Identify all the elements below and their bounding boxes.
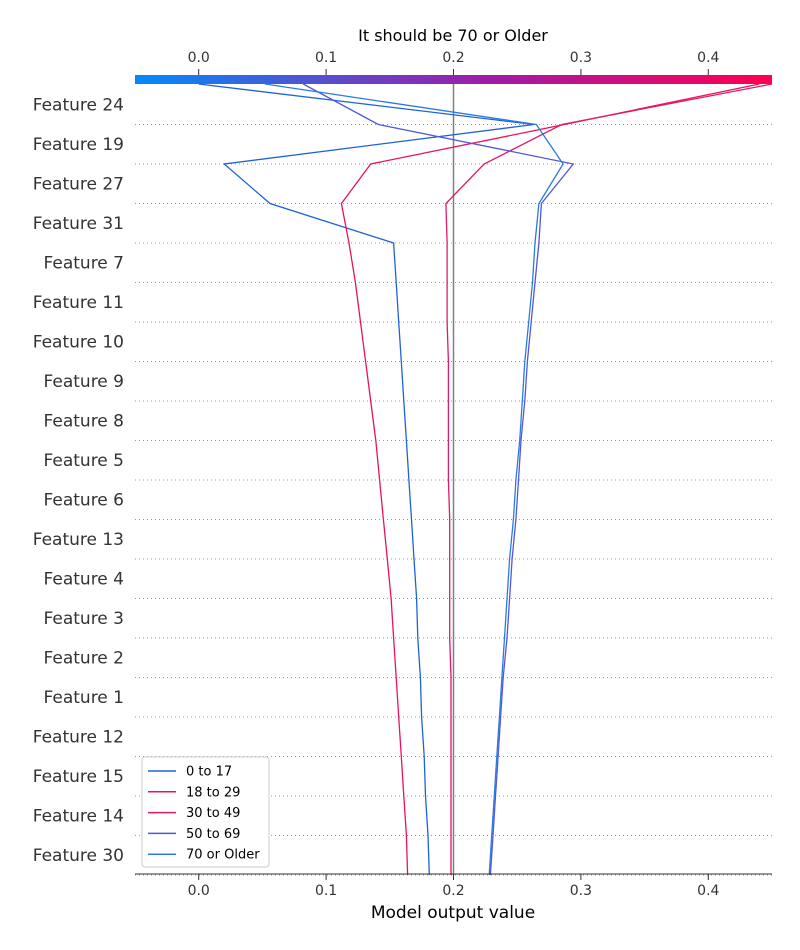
chart-title: It should be 70 or Older [358, 26, 548, 45]
feature-label: Feature 14 [33, 807, 124, 827]
feature-labels: Feature 24 Feature 19 Feature 27 Feature 31… [33, 96, 124, 867]
legend-label: 0 to 17 [186, 765, 232, 780]
feature-label: Feature 15 [33, 767, 124, 787]
top-tick-label: 0.2 [442, 50, 464, 66]
legend-label: 50 to 69 [186, 827, 240, 842]
feature-label: Feature 27 [33, 175, 124, 195]
feature-label: Feature 13 [33, 530, 124, 550]
feature-label: Feature 10 [33, 333, 124, 353]
feature-label: Feature 6 [44, 491, 124, 511]
top-axis: 0.0 0.1 0.2 0.3 0.4 [188, 50, 720, 75]
feature-label: Feature 31 [33, 214, 124, 234]
feature-label: Feature 1 [44, 688, 124, 708]
feature-label: Feature 19 [33, 135, 124, 155]
series-lines [198, 83, 773, 876]
feature-label: Feature 11 [33, 293, 124, 313]
bottom-tick-label: 0.0 [188, 883, 210, 899]
feature-label: Feature 4 [44, 570, 124, 590]
x-axis-label: Model output value [371, 903, 535, 923]
legend-box [141, 756, 270, 868]
feature-label: Feature 9 [44, 372, 124, 392]
bottom-tick-label: 0.2 [442, 883, 464, 899]
series-line [340, 83, 760, 876]
feature-label: Feature 5 [44, 451, 124, 471]
feature-label: Feature 12 [33, 728, 124, 748]
legend-label: 30 to 49 [186, 806, 240, 821]
series-line [198, 83, 534, 876]
bottom-axis: 0.0 0.1 0.2 0.3 0.4 [188, 874, 720, 899]
bottom-tick-label: 0.4 [697, 883, 719, 899]
feature-label: Feature 24 [33, 96, 124, 116]
legend-label: 18 to 29 [186, 785, 240, 800]
bottom-tick-label: 0.3 [570, 883, 592, 899]
top-tick-label: 0.4 [697, 50, 719, 66]
colorbar [135, 75, 772, 84]
feature-label: Feature 8 [44, 412, 124, 432]
top-tick-label: 0.0 [188, 50, 210, 66]
feature-label: Feature 7 [44, 254, 124, 274]
top-tick-label: 0.1 [315, 50, 337, 66]
feature-label: Feature 3 [44, 609, 124, 629]
series-line [445, 83, 773, 875]
feature-label: Feature 30 [33, 846, 124, 866]
legend-label: 70 or Older [186, 848, 260, 863]
series-line [302, 83, 575, 876]
series-line [264, 83, 564, 876]
feature-label: Feature 2 [44, 649, 124, 669]
top-tick-label: 0.3 [570, 50, 592, 66]
legend: 0 to 17 18 to 29 30 to 49 50 to 69 70 or Old… [141, 756, 270, 868]
bottom-tick-label: 0.1 [315, 883, 337, 899]
